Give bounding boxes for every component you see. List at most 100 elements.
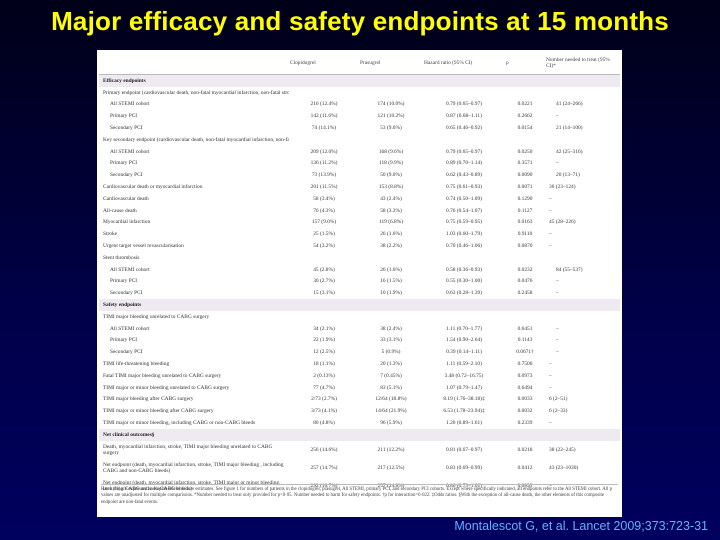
table-footnote: Rates (%) are expressed as Kaplan-Meier … [101,484,618,506]
row-label: Stroke [103,231,118,238]
table-row: Cardiovascular death 58 (3.4%) 43 (2.4%) 0.… [99,193,620,205]
prasugrel-cell: 50 (9.0%) [380,172,402,179]
nnt-cell: – [556,278,559,285]
nnt-cell: – [556,160,559,167]
p-value-cell: 0.2339 [517,420,533,426]
p-value-cell: 0.1127 [517,207,533,214]
row-label: All STEMI cohort [110,266,150,273]
nnt-cell: 21 (14–100) [556,125,583,132]
table-row: Secondary PCI 12 (2.5%) 5 (0.9%) 0.39 (0.14… [99,346,620,358]
table-row: All-cause death 76 (4.3%) 58 (3.3%) 0.76 (0… [99,205,620,217]
prasugrel-cell: 33 (3.1%) [380,337,402,344]
table-row: Stroke 25 (1.5%) 26 (1.6%) 1.03 (0.60–1.79)… [99,228,620,240]
clopidogrel-cell: 74 (14.1%) [311,125,337,132]
row-label: Cardiovascular death [103,195,149,202]
row-label: Key secondary endpoint (cardiovascular d… [103,136,289,143]
prasugrel-cell: 12/64 (18.8%) [375,396,407,403]
clopidogrel-cell [289,311,359,323]
table-row: TIMI life-threatening bleeding 18 (1.1%) 2… [99,358,620,370]
prasugrel-cell: 119 (6.8%) [378,219,404,226]
p-value-cell: 0.0476 [517,278,533,285]
p-value-cell: 0.0071 [517,184,533,191]
clopidogrel-cell: 12 (2.5%) [313,349,335,356]
nnt-cell: – [549,361,552,368]
prasugrel-cell: 217 (12.5%) [377,464,405,471]
clopidogrel-cell: 76 (4.3%) [313,207,335,214]
row-label: Net endpoint (death, myocardial infarcti… [103,479,281,492]
row-label: All STEMI cohort [110,148,150,155]
nnt-cell: – [556,290,559,297]
header-p: p [505,52,545,75]
clopidogrel-cell: 257 (14.7%) [310,464,338,471]
row-label: Urgent target vessel revascularisation [103,243,184,250]
hazard-ratio-cell: 8.19 (1.76–38.18)‡ [443,396,485,403]
row-label: Net clinical outcomes§ [99,428,289,441]
clopidogrel-cell: 216 (12.4%) [310,101,338,108]
endpoints-table-panel: Clopidogrel Prasugrel Hazard ratio (95% … [97,50,622,517]
p-value-cell [505,74,545,87]
clopidogrel-cell [289,299,359,311]
table-header-row: Clopidogrel Prasugrel Hazard ratio (95% … [99,52,620,75]
hazard-ratio-cell: 0.74 (0.50–1.09) [446,195,482,202]
p-value-cell: 0.0412 [517,464,533,471]
hazard-ratio-cell: 0.75 (0.59–0.95) [446,219,482,226]
clopidogrel-cell: 30 (2.7%) [313,278,335,285]
nnt-cell: 41 (24–266) [556,101,583,108]
p-value-cell: 0.0221 [517,101,533,108]
clopidogrel-cell: 34 (2.1%) [313,325,335,332]
table-row: Stent thrombosis [99,252,620,264]
p-value-cell: 0.7500 [517,361,533,368]
p-value-cell: 0.0154 [517,125,533,132]
nnt-cell: 42 (25–316) [556,148,583,155]
p-value-cell: 0.0893 [517,482,533,489]
clopidogrel-cell: 3/73 (4.1%) [311,408,337,415]
row-label: Fatal TIMI major bleeding unrelated to C… [103,372,222,379]
endpoints-table: Clopidogrel Prasugrel Hazard ratio (95% … [99,52,620,495]
table-row: Myocardial infarction 157 (9.0%) 119 (6.8%… [99,217,620,229]
prasugrel-cell [359,74,423,87]
clopidogrel-cell: 80 (4.8%) [313,420,335,426]
row-label: Primary PCI [110,278,138,285]
table-row: Death, myocardial infarction, stroke, TI… [99,441,620,459]
prasugrel-cell: 58 (3.3%) [380,207,402,214]
clopidogrel-cell [289,428,359,441]
prasugrel-cell: 20 (1.3%) [380,361,402,368]
prasugrel-cell: 118 (9.9%) [378,160,404,167]
hazard-ratio-cell: 0.79 (0.65–0.97) [446,148,482,155]
table-row: Primary PCI 22 (1.9%) 33 (3.1%) 1.54 (0.90–… [99,335,620,347]
hazard-ratio-cell: 0.55 (0.30–1.00) [446,278,482,285]
hazard-ratio-cell: 1.20 (0.89–1.61) [446,420,482,426]
clopidogrel-cell: 73 (13.9%) [311,172,337,179]
table-row: All STEMI cohort 216 (12.4%) 174 (10.0%) 0.… [99,99,620,111]
nnt-cell: – [556,325,559,332]
row-label: Primary PCI [110,337,138,344]
prasugrel-cell: 83 (5.1%) [380,384,402,391]
prasugrel-cell: 7 (0.45%) [380,372,402,379]
prasugrel-cell [359,252,423,264]
hazard-ratio-cell: 1.54 (0.90–2.64) [446,337,482,344]
prasugrel-cell: 96 (5.9%) [380,420,402,426]
row-label: Stent thrombosis [103,254,140,261]
clopidogrel-cell: 201 (11.5%) [310,184,338,191]
nnt-cell [545,299,620,311]
nnt-cell: – [549,243,552,250]
row-label: TIMI major or minor bleeding unrelated t… [103,384,230,391]
nnt-cell [545,87,620,99]
header-clopidogrel: Clopidogrel [289,52,359,75]
prasugrel-cell: 10 (1.9%) [380,290,402,297]
table-row: TIMI major or minor bleeding, including … [99,417,620,429]
row-label: Secondary PCI [110,125,143,132]
section-row: Net clinical outcomes§ [99,428,620,441]
nnt-cell: 84 (55–537) [556,266,583,273]
row-label: All-cause death [103,207,137,214]
row-label: Safety endpoints [99,299,289,311]
hazard-ratio-cell: 1.11 (0.70–1.77) [446,325,482,332]
nnt-cell [545,311,620,323]
prasugrel-cell: 153 (8.8%) [378,184,404,191]
nnt-cell: – [549,384,552,391]
row-label: Net endpoint (death, myocardial infarcti… [103,461,284,474]
hazard-ratio-cell: 0.70 (0.46–1.06) [446,243,482,250]
clopidogrel-cell [289,252,359,264]
clopidogrel-cell: 142 (11.6%) [310,113,338,120]
prasugrel-cell: 5 (0.9%) [381,349,401,356]
